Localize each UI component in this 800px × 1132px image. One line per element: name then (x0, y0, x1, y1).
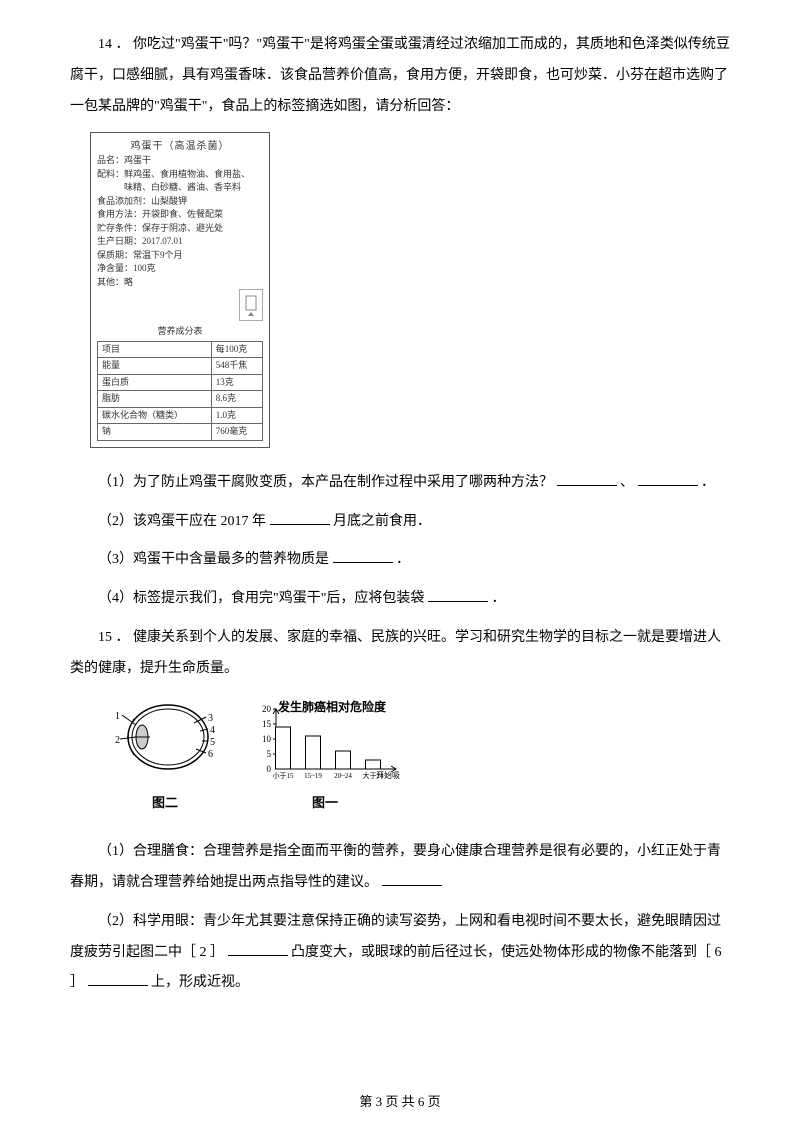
recycle-icon (239, 289, 263, 321)
svg-text:小于15: 小于15 (273, 771, 294, 780)
label-row: 净含量：100克 (97, 262, 263, 276)
blank-input[interactable] (228, 940, 288, 956)
chart-title: 发生肺癌相对危险度 (278, 700, 386, 714)
label-row: 味精、白砂糖、酱油、香辛料 (97, 181, 263, 195)
blank-input[interactable] (638, 470, 698, 486)
table-row: 蛋白质13克 (98, 374, 263, 391)
table-row: 项目每100克 (98, 341, 263, 358)
svg-text:20~24: 20~24 (334, 772, 352, 780)
q14-text: 你吃过"鸡蛋干"吗？"鸡蛋干"是将鸡蛋全蛋或蛋清经过浓缩加工而成的，其质地和色泽… (70, 37, 730, 114)
q14-number: 14 ． (98, 37, 130, 52)
table-row: 脂肪8.6克 (98, 391, 263, 408)
svg-text:4: 4 (210, 725, 215, 736)
svg-text:1: 1 (115, 711, 120, 722)
svg-text:2: 2 (115, 735, 120, 746)
q15-sub1: （1）合理膳食：合理营养是指全面而平衡的营养，要身心健康合理营养是很有必要的，小… (70, 837, 730, 899)
svg-text:5: 5 (267, 749, 272, 759)
q15-text: 健康关系到个人的发展、家庭的幸福、民族的兴旺。学习和研究生物学的目标之一就是要增… (70, 630, 721, 676)
label-row: 食品添加剂：山梨酸钾 (97, 195, 263, 209)
label-row: 贮存条件：保存于阴凉、避光处 (97, 222, 263, 236)
blank-input[interactable] (88, 970, 148, 986)
q15-number: 15 ． (98, 630, 130, 645)
label-row: 其他：略 (97, 276, 263, 290)
chart-figure: 51015200小于1515~1920~24大于24开始吸烟年龄（岁） 发生肺癌… (250, 695, 400, 818)
eye-figure: 1 2 3 4 5 6 图二 (110, 699, 220, 817)
q15-paragraph: 15 ． 健康关系到个人的发展、家庭的幸福、民族的兴旺。学习和研究生物学的目标之… (70, 623, 730, 685)
nutri-table: 项目每100克能量548千焦蛋白质13克脂肪8.6克碳水化合物（糖类）1.0克钠… (97, 341, 263, 441)
label-row: 食用方法：开袋即食、佐餐配菜 (97, 208, 263, 222)
q14-sub2: （2）该鸡蛋干应在 2017 年 月底之前食用． (70, 507, 730, 538)
svg-text:6: 6 (208, 749, 213, 760)
blank-input[interactable] (382, 870, 442, 886)
svg-text:10: 10 (262, 734, 272, 744)
blank-input[interactable] (333, 547, 393, 563)
figures-row: 1 2 3 4 5 6 图二 51015200小于1515~1920~24大于2… (110, 695, 730, 818)
svg-text:15~19: 15~19 (304, 772, 322, 780)
svg-text:3: 3 (208, 713, 213, 724)
label-row: 配料：鲜鸡蛋、食用植物油、食用盐、 (97, 168, 263, 182)
table-row: 能量548千焦 (98, 358, 263, 375)
blank-input[interactable] (270, 509, 330, 525)
label-title: 鸡蛋干（高温杀菌） (97, 139, 263, 154)
q14-sub3: （3）鸡蛋干中含量最多的营养物质是 ． (70, 545, 730, 576)
label-rows: 品名：鸡蛋干配料：鲜鸡蛋、食用植物油、食用盐、 味精、白砂糖、酱油、香辛料食品添… (97, 154, 263, 289)
food-label: 鸡蛋干（高温杀菌） 品名：鸡蛋干配料：鲜鸡蛋、食用植物油、食用盐、 味精、白砂糖… (90, 132, 270, 448)
eye-diagram: 1 2 3 4 5 6 (110, 699, 220, 774)
svg-text:5: 5 (210, 737, 215, 748)
page-footer: 第 3 页 共 6 页 (0, 1088, 800, 1117)
q14-sub4: （4）标签提示我们，食用完"鸡蛋干"后，应将包装袋 ． (70, 584, 730, 615)
blank-input[interactable] (428, 586, 488, 602)
fig-label-eye: 图二 (110, 789, 220, 818)
q15-sub2: （2）科学用眼：青少年尤其要注意保持正确的读写姿势，上网和看电视时间不要太长，避… (70, 907, 730, 999)
label-row: 生产日期：2017.07.01 (97, 235, 263, 249)
label-row: 保质期：常温下9个月 (97, 249, 263, 263)
q14-paragraph: 14 ． 你吃过"鸡蛋干"吗？"鸡蛋干"是将鸡蛋全蛋或蛋清经过浓缩加工而成的，其… (70, 30, 730, 122)
svg-text:0: 0 (267, 764, 272, 774)
nutri-title: 营养成分表 (97, 325, 263, 339)
blank-input[interactable] (557, 470, 617, 486)
table-row: 碳水化合物（糖类）1.0克 (98, 407, 263, 424)
table-row: 钠760毫克 (98, 424, 263, 441)
svg-text:开始吸烟年龄（岁）: 开始吸烟年龄（岁） (376, 770, 400, 780)
q14-sub1: （1）为了防止鸡蛋干腐败变质，本产品在制作过程中采用了哪两种方法？ 、 ． (70, 468, 730, 499)
label-row: 品名：鸡蛋干 (97, 154, 263, 168)
fig-label-chart: 图一 (250, 789, 400, 818)
